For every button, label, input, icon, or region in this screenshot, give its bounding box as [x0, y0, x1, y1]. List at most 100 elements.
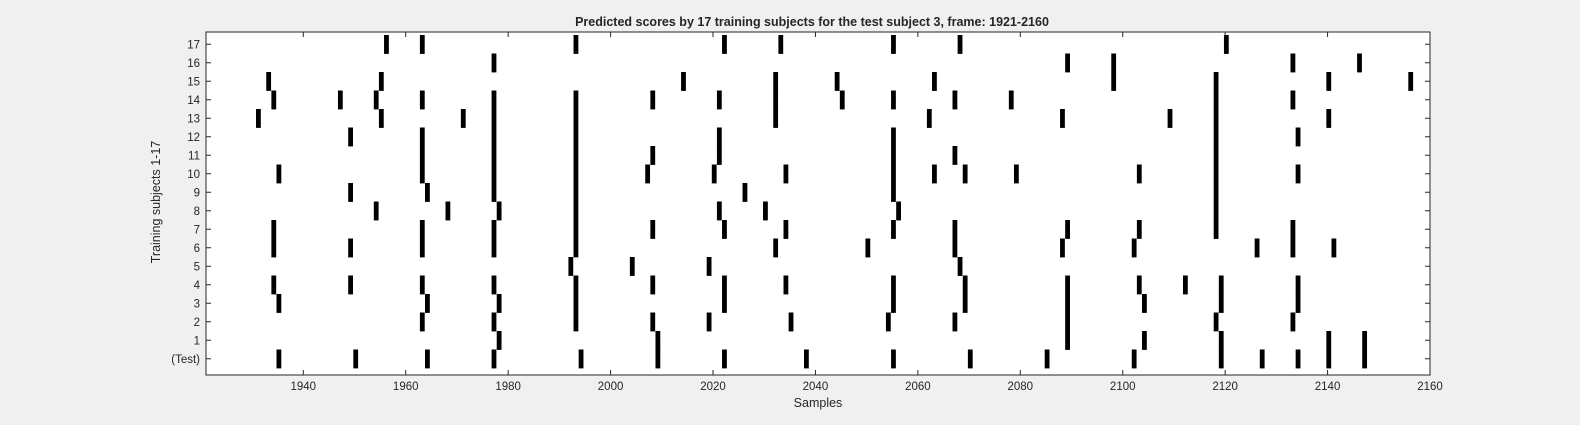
- raster-mark: [573, 127, 579, 147]
- x-tick-label: 2040: [803, 381, 829, 393]
- raster-mark: [650, 275, 656, 295]
- raster-mark: [952, 312, 958, 332]
- row-2: [419, 312, 1296, 332]
- raster-mark: [1218, 331, 1224, 350]
- raster-mark: [419, 90, 425, 110]
- raster-mark: [491, 183, 497, 202]
- raster-mark: [419, 220, 425, 239]
- row-9: [348, 183, 1219, 202]
- y-tick-label: 2: [194, 317, 200, 329]
- raster-mark: [1044, 349, 1050, 369]
- raster-mark: [271, 90, 277, 110]
- raster-mark: [1408, 72, 1414, 91]
- raster-mark: [1013, 164, 1019, 184]
- raster-mark: [655, 349, 661, 369]
- raster-mark: [496, 201, 502, 221]
- x-tick-label: 2120: [1212, 381, 1238, 393]
- raster-mark: [962, 294, 968, 313]
- row-10: [276, 164, 1301, 184]
- raster-mark: [419, 35, 425, 54]
- raster-mark: [445, 201, 451, 221]
- raster-mark: [271, 238, 277, 258]
- row-3: [276, 294, 1301, 313]
- y-tick-label: 8: [194, 206, 200, 218]
- row-12: [348, 127, 1301, 147]
- raster-mark: [573, 220, 579, 239]
- raster-mark: [891, 164, 896, 184]
- raster-mark: [1008, 90, 1014, 110]
- y-tick-label: 11: [188, 150, 200, 162]
- raster-mark: [1213, 109, 1219, 128]
- y-tick-label: 16: [187, 58, 200, 70]
- raster-mark: [378, 109, 384, 128]
- raster-mark: [1326, 72, 1332, 91]
- x-tick-label: 1980: [495, 381, 521, 393]
- raster-mark: [783, 275, 789, 295]
- raster-mark: [952, 146, 958, 165]
- raster-mark: [460, 109, 466, 128]
- raster-mark: [1218, 275, 1224, 295]
- raster-mark: [1331, 238, 1337, 258]
- raster-mark: [722, 294, 727, 313]
- raster-mark: [573, 201, 579, 221]
- raster-mark: [496, 294, 502, 313]
- raster-mark: [1065, 220, 1070, 239]
- raster-mark: [337, 90, 343, 110]
- row-5: [568, 257, 963, 276]
- raster-mark: [1295, 275, 1301, 295]
- raster-mark: [491, 146, 497, 165]
- raster-mark: [1136, 220, 1142, 239]
- raster-mark: [967, 349, 973, 369]
- raster-mark: [834, 72, 840, 91]
- raster-mark: [742, 183, 748, 202]
- raster-mark: [952, 220, 958, 239]
- raster-mark: [1182, 275, 1188, 295]
- x-tick-label: 2160: [1417, 381, 1443, 393]
- raster-mark: [578, 349, 584, 369]
- raster-mark: [491, 238, 497, 258]
- raster-mark: [573, 294, 579, 313]
- raster-mark: [573, 164, 579, 184]
- raster-mark: [957, 257, 963, 276]
- raster-mark: [650, 220, 656, 239]
- row-0: [276, 349, 1368, 369]
- raster-mark: [1290, 220, 1296, 239]
- raster-mark: [778, 35, 784, 54]
- raster-mark: [650, 90, 656, 110]
- raster-mark: [650, 146, 656, 165]
- raster-mark: [957, 35, 963, 54]
- raster-mark: [1223, 35, 1229, 54]
- raster-mark: [865, 238, 871, 258]
- x-axis-label: Samples: [794, 396, 843, 410]
- raster-mark: [1065, 331, 1070, 350]
- raster-mark: [1218, 294, 1224, 313]
- raster-mark: [706, 312, 712, 332]
- raster-mark: [773, 90, 779, 110]
- raster-mark: [1326, 331, 1332, 350]
- raster-mark: [629, 257, 635, 276]
- raster-mark: [373, 90, 379, 110]
- raster-mark: [1254, 238, 1260, 258]
- raster-mark: [722, 220, 727, 239]
- raster-mark: [1326, 109, 1332, 128]
- raster-mark: [491, 90, 497, 110]
- raster-mark: [271, 220, 277, 239]
- raster-mark: [891, 220, 896, 239]
- plot-area: [205, 31, 1431, 376]
- raster-mark: [573, 90, 579, 110]
- raster-mark: [952, 90, 958, 110]
- raster-mark: [1295, 127, 1301, 147]
- raster-mark: [891, 90, 896, 110]
- raster-mark: [568, 257, 574, 276]
- row-11: [419, 146, 1219, 165]
- raster-mark: [373, 201, 379, 221]
- raster-mark: [650, 312, 656, 332]
- raster-mark: [1290, 90, 1296, 110]
- raster-mark: [491, 349, 497, 369]
- raster-mark: [773, 238, 779, 258]
- raster-mark: [419, 238, 425, 258]
- raster-mark: [378, 72, 384, 91]
- raster-mark: [716, 201, 722, 221]
